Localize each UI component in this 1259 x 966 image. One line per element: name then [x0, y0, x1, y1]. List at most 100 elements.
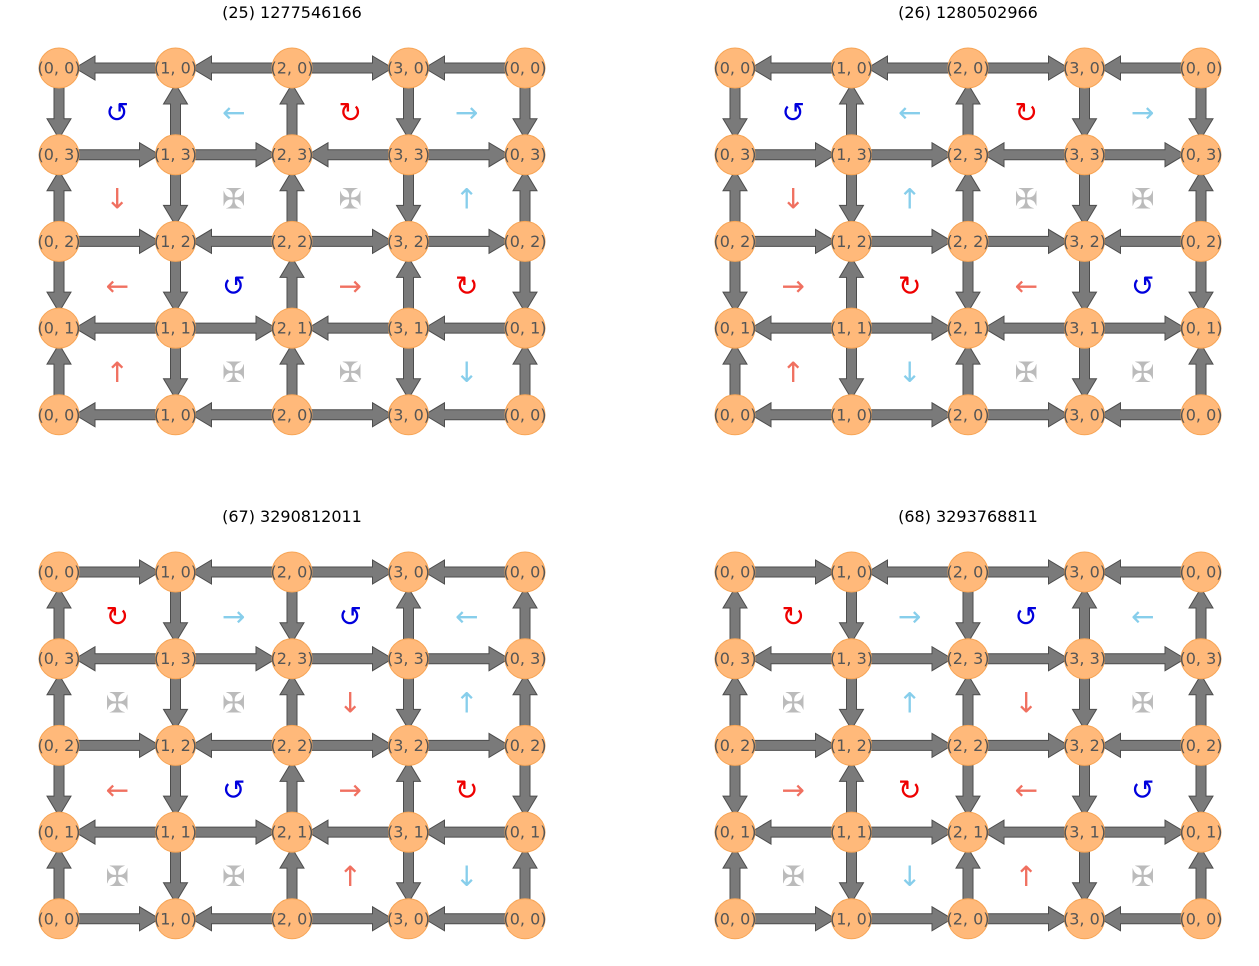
node-label: (1, 3) [154, 649, 197, 668]
cell-symbol: ✠ [1015, 183, 1038, 216]
panel-title: (68) 3293768811 [898, 507, 1038, 526]
cell-symbol: ↻ [106, 600, 129, 633]
edge-arrow-left [190, 401, 275, 428]
graph-node [504, 898, 546, 940]
node-label: (0, 3) [713, 649, 756, 668]
graph-node [714, 551, 756, 593]
graph-node [155, 220, 196, 262]
edge-arrow-right [869, 141, 953, 168]
edge-arrow-left [190, 732, 275, 759]
graph-node [714, 220, 756, 262]
node-label: (0, 1) [1179, 319, 1222, 338]
cell-symbol: ↓ [339, 687, 362, 720]
node-label: (0, 0) [713, 563, 756, 582]
node-label: (0, 2) [37, 232, 80, 251]
edge-arrow-up [955, 169, 981, 224]
cell-symbol: ✠ [1131, 183, 1154, 216]
edge-arrow-up [279, 256, 305, 311]
node-label: (1, 2) [154, 736, 197, 755]
node-label: (0, 0) [1179, 909, 1222, 928]
node-label: (0, 0) [503, 59, 546, 78]
graph-node [1180, 638, 1222, 680]
node-label: (2, 3) [946, 145, 989, 164]
edge-arrow-right [193, 819, 277, 845]
edge-arrow-up [722, 343, 748, 398]
node-label: (3, 0) [1063, 59, 1106, 78]
graph-node [831, 551, 872, 593]
graph-node [947, 898, 989, 940]
edge-arrow-left [750, 315, 834, 341]
node-label: (0, 3) [713, 145, 756, 164]
edge-arrow-left [750, 645, 834, 672]
node-label: (3, 0) [387, 405, 430, 424]
edge-arrow-left [74, 315, 158, 341]
node-label: (0, 3) [37, 145, 80, 164]
edge-arrow-up [46, 673, 72, 728]
node-label: (0, 1) [37, 823, 80, 842]
graph-node [38, 134, 80, 176]
edge-arrow-down [1071, 676, 1098, 731]
graph-node [504, 47, 546, 89]
edge-arrow-left [1099, 228, 1184, 255]
edge-arrow-right [76, 905, 161, 932]
cell-symbol: ← [222, 96, 245, 129]
cell-symbol: ← [1015, 773, 1038, 806]
node-label: (1, 3) [154, 145, 197, 164]
graph-node [831, 724, 872, 766]
graph-node [831, 898, 872, 940]
cell-symbol: ✠ [1131, 687, 1154, 720]
edge-arrow-down [46, 85, 72, 140]
node-label: (3, 0) [1063, 563, 1106, 582]
cell-symbol: ↓ [455, 860, 478, 893]
edge-arrow-down [395, 172, 422, 227]
edge-arrow-right [193, 141, 277, 168]
edge-arrow-up [512, 847, 538, 902]
node-label: (3, 3) [1063, 145, 1106, 164]
edge-arrow-down [838, 676, 865, 731]
graph-node [38, 394, 80, 436]
graph-node [271, 307, 313, 349]
cell-symbol: ✠ [1131, 356, 1154, 389]
cell-symbol: ↑ [455, 687, 478, 720]
graph-node [1180, 394, 1222, 436]
graph-node [38, 220, 80, 262]
cell-symbol: ✠ [222, 183, 245, 216]
edge-arrow-left [983, 819, 1067, 845]
cell-symbol: ↺ [1015, 600, 1038, 633]
edge-arrow-up [512, 673, 538, 728]
graph-node [831, 134, 872, 176]
graph-node [947, 811, 989, 853]
edge-arrow-left [423, 559, 508, 585]
edge-arrow-left [1099, 732, 1184, 759]
edge-arrow-up [279, 847, 305, 902]
graph-node [504, 811, 546, 853]
edge-arrow-up [162, 83, 189, 138]
node-label: (1, 0) [830, 563, 873, 582]
cell-symbol: ↓ [898, 860, 921, 893]
cell-symbol: ✠ [782, 860, 805, 893]
edge-arrow-right [752, 141, 837, 168]
node-label: (2, 2) [270, 232, 313, 251]
node-label: (2, 3) [270, 145, 313, 164]
edge-arrow-left [307, 141, 391, 168]
graph-node [388, 394, 429, 436]
edge-arrow-left [74, 645, 158, 672]
cell-symbol: ↺ [222, 269, 245, 302]
edge-arrow-left [190, 55, 275, 81]
edge-arrow-right [193, 645, 277, 672]
graph-node [831, 307, 872, 349]
edge-arrow-right [426, 645, 510, 672]
cell-symbol: ✠ [222, 860, 245, 893]
cell-symbol: ↑ [898, 183, 921, 216]
edge-arrow-right [869, 732, 953, 759]
edge-arrow-right [1102, 141, 1186, 168]
graph-node [947, 551, 989, 593]
edge-arrow-up [838, 760, 865, 815]
edge-arrow-right [985, 732, 1070, 759]
edge-arrow-right [985, 645, 1070, 672]
edge-arrow-left [750, 819, 834, 845]
edge-arrow-right [752, 732, 837, 759]
edge-arrow-down [162, 589, 189, 644]
panel-title: (67) 3290812011 [222, 507, 362, 526]
